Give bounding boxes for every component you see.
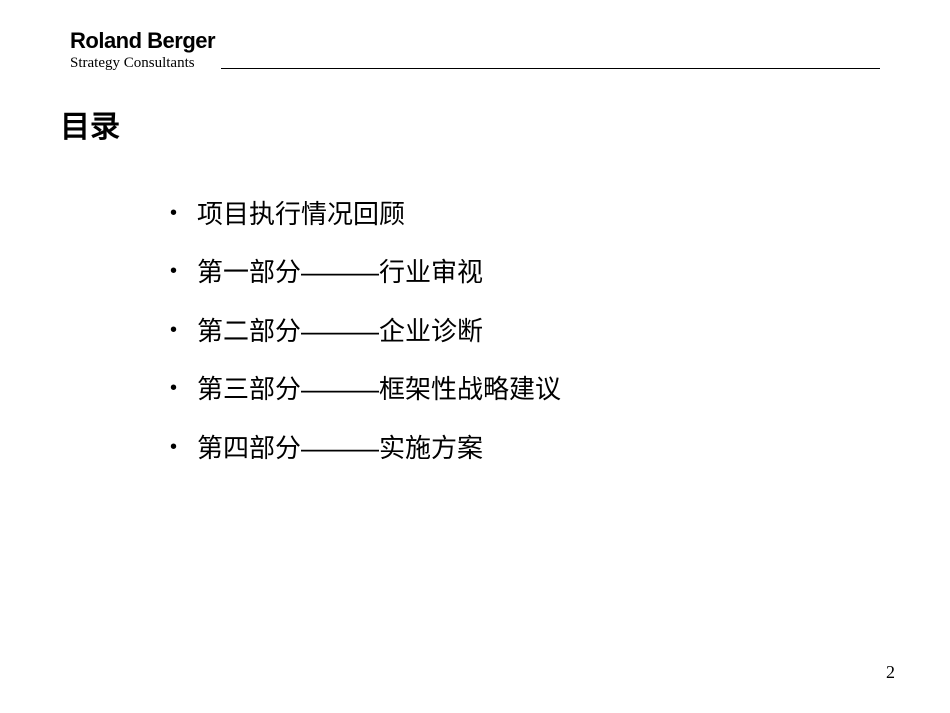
item-text: 项目执行情况回顾	[197, 196, 405, 232]
bullet-icon: •	[170, 320, 177, 340]
list-item: • 第四部分———实施方案	[170, 430, 950, 466]
page-number: 2	[886, 662, 895, 683]
item-text: 第二部分———企业诊断	[197, 313, 483, 349]
toc-list: • 项目执行情况回顾 • 第一部分———行业审视 • 第二部分———企业诊断 •…	[170, 196, 950, 466]
bullet-icon: •	[170, 261, 177, 281]
list-item: • 第二部分———企业诊断	[170, 313, 950, 349]
item-text: 第四部分———实施方案	[197, 430, 483, 466]
logo-block: Roland Berger Strategy Consultants	[70, 30, 215, 72]
bullet-icon: •	[170, 378, 177, 398]
list-item: • 第一部分———行业审视	[170, 254, 950, 290]
list-item: • 第三部分———框架性战略建议	[170, 371, 950, 407]
page-title: 目录	[60, 102, 950, 146]
item-text: 第一部分———行业审视	[197, 254, 483, 290]
bullet-icon: •	[170, 437, 177, 457]
header-divider	[221, 68, 880, 69]
bullet-icon: •	[170, 203, 177, 223]
header: Roland Berger Strategy Consultants	[0, 0, 950, 72]
list-item: • 项目执行情况回顾	[170, 196, 950, 232]
logo-sub: Strategy Consultants	[70, 54, 215, 72]
logo-main: Roland Berger	[70, 30, 215, 52]
item-text: 第三部分———框架性战略建议	[197, 371, 561, 407]
